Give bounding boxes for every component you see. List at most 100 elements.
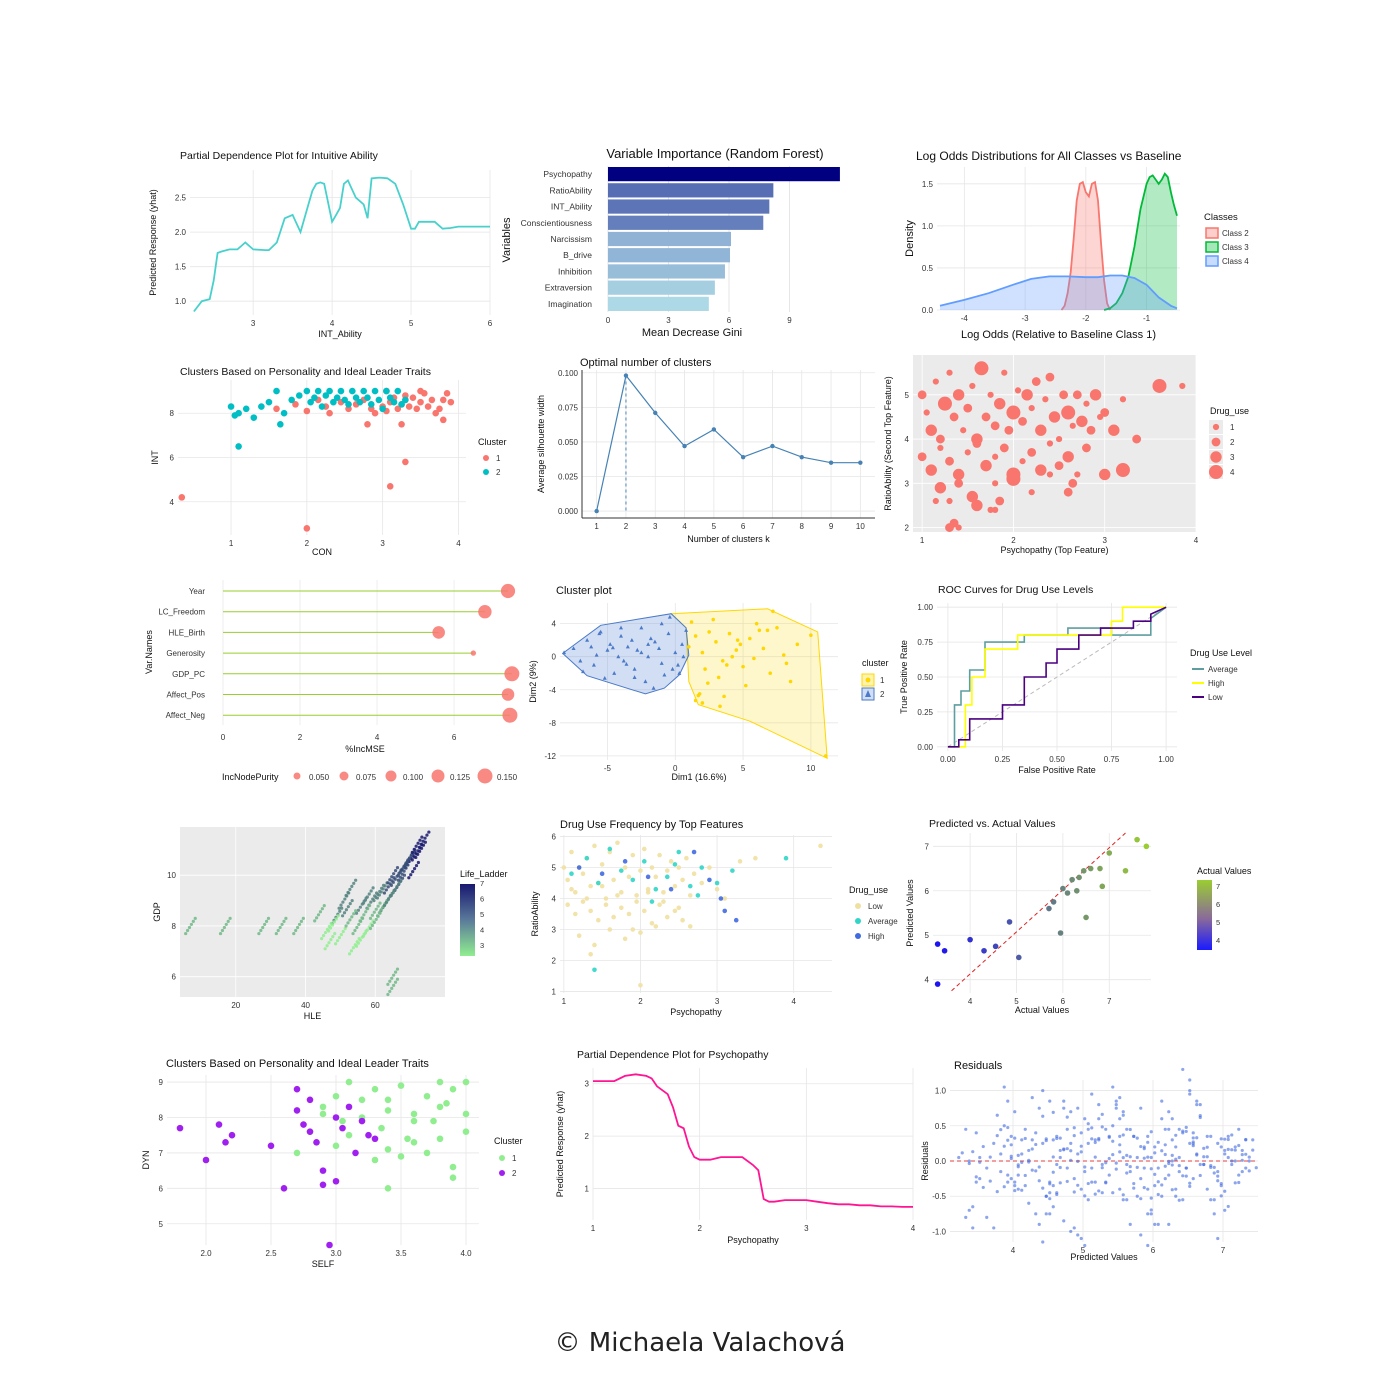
bubble-point [971, 499, 983, 512]
cluster-point [318, 403, 326, 410]
drug-use-point [672, 862, 678, 867]
residual-point [1030, 1138, 1034, 1142]
drug-use-point [618, 890, 624, 895]
cluster-point [417, 398, 424, 406]
cluster-point [410, 1110, 418, 1118]
residual-point [1212, 1165, 1216, 1169]
country-point [361, 901, 366, 905]
x-tick-label: 7 [1107, 997, 1112, 1006]
residual-point [1062, 1099, 1066, 1103]
drug-use-point [714, 880, 720, 886]
residual-point [1153, 1151, 1157, 1155]
country-point [354, 944, 359, 948]
country-point [344, 908, 349, 912]
bubble-point [992, 480, 999, 487]
x-tick-label: 3 [1102, 536, 1107, 545]
cluster-point [632, 675, 637, 679]
bubble-point [946, 497, 953, 505]
country-point [337, 936, 342, 940]
cluster-point [718, 704, 722, 709]
country-point [342, 911, 347, 915]
density-line [1060, 180, 1111, 311]
residual-point [1034, 1212, 1038, 1216]
cluster-point [693, 698, 698, 703]
category-label: Year [189, 587, 206, 596]
cluster-point [345, 1131, 353, 1139]
cluster-point [602, 675, 607, 680]
legend-key [339, 771, 349, 781]
residual-point [1170, 1117, 1174, 1121]
silhouette-point [682, 443, 687, 449]
residual-point [1149, 1130, 1153, 1134]
residual-point [1181, 1174, 1185, 1178]
y-axis-label: Variables [501, 217, 513, 263]
residual-point [1023, 1127, 1027, 1131]
legend-label: 2 [1230, 438, 1235, 447]
residual-point [1058, 1181, 1062, 1185]
legend-label: Low [1208, 693, 1223, 702]
cluster-point [675, 662, 680, 667]
lollipop-chart: 0 2 4 6 Year LC_Freedom HLE_Birth Generosity GDP… [144, 580, 520, 784]
drug-use-point [592, 843, 597, 849]
country-point [416, 860, 421, 865]
category-label: INT_Ability [551, 202, 593, 212]
country-point [418, 838, 422, 842]
residual-point [1237, 1143, 1241, 1148]
y-tick-label: 3 [552, 925, 557, 934]
residual-point [1020, 1138, 1024, 1142]
bubble-point [952, 389, 965, 401]
country-point [384, 888, 388, 892]
bubble-point [1068, 478, 1078, 488]
drug-use-point [588, 883, 593, 889]
residual-point [1251, 1148, 1255, 1152]
residual-point [1048, 1191, 1052, 1195]
drug-use-point [592, 942, 597, 948]
legend-label: Average [1208, 665, 1238, 674]
residual-point [1016, 1173, 1020, 1177]
drug-use-point [588, 951, 593, 957]
cluster-point [612, 671, 617, 675]
residual-point [1072, 1226, 1076, 1230]
prediction-point [1143, 843, 1150, 850]
prediction-point [1006, 919, 1013, 925]
residual-point [1156, 1166, 1160, 1170]
country-point [340, 906, 344, 910]
importance-bar [608, 199, 770, 214]
residual-point [1002, 1185, 1006, 1189]
cluster-point [398, 401, 405, 408]
legend-title: cluster [862, 658, 889, 668]
residual-point [1184, 1174, 1188, 1178]
residual-point [1051, 1138, 1055, 1142]
x-tick-label: 5 [1081, 1246, 1086, 1255]
residual-point [1062, 1147, 1066, 1151]
copyright-footer: © Michaela Valachová [554, 1328, 846, 1358]
residual-point [1044, 1212, 1048, 1216]
cluster-point [436, 405, 443, 413]
residual-point [1233, 1159, 1237, 1163]
residual-point [1083, 1117, 1087, 1121]
cluster-point [314, 387, 322, 395]
x-tick-label: 3.0 [330, 1249, 342, 1258]
residual-point [1146, 1155, 1150, 1159]
chart-panel: 1 2 3 4 5 6 7 8 9 10 0.000 0.025 0.050 0.075 0.100Opti… [536, 357, 875, 544]
drug-use-point [584, 896, 590, 901]
x-tick-label: 8 [800, 522, 805, 531]
country-point [321, 933, 326, 938]
drug-use-point [626, 911, 632, 917]
bubble-point [1055, 435, 1063, 443]
cluster-point [405, 403, 413, 410]
residual-point [1083, 1165, 1087, 1169]
drug-use-point [641, 846, 647, 852]
prediction-point [1060, 885, 1066, 892]
residual-point [967, 1159, 971, 1163]
residual-point [1079, 1144, 1083, 1148]
cluster-point [700, 650, 705, 655]
x-tick-label: 9 [787, 316, 792, 325]
cluster-point [757, 628, 762, 633]
residual-point [981, 1185, 985, 1190]
legend-label: 1 [496, 454, 501, 463]
country-point [187, 925, 192, 930]
residual-point [1209, 1198, 1213, 1202]
country-point [396, 878, 400, 882]
y-tick-label: 4 [905, 435, 910, 444]
